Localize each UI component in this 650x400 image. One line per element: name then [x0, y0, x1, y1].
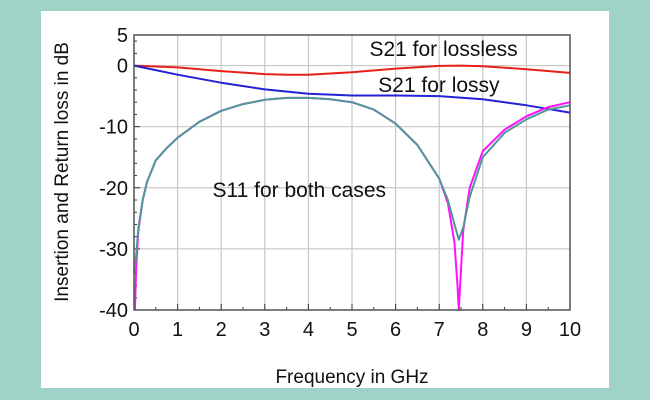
x-tick-label: 5 [346, 319, 357, 341]
y-tick-label: -10 [99, 117, 128, 139]
x-tick-label: 3 [259, 319, 270, 341]
x-tick-label: 8 [477, 319, 488, 341]
annotation-label: S11 for both cases [212, 179, 386, 202]
x-tick-label: 6 [390, 319, 401, 341]
x-axis-label: Frequency in GHz [275, 367, 428, 388]
series-line-1 [133, 64, 571, 114]
y-tick-label: 0 [117, 56, 128, 78]
plot-frame [133, 34, 571, 311]
y-tick-label: 5 [117, 25, 128, 47]
x-tick-label: 2 [216, 319, 227, 341]
y-tick-label: -40 [99, 300, 128, 322]
series-line-0 [133, 64, 571, 76]
x-tick-label: 10 [559, 319, 581, 341]
y-axis-label: Insertion and Return loss in dB [52, 42, 73, 302]
x-tick-label: 7 [434, 319, 445, 341]
series-line-3 [133, 96, 571, 274]
x-tick-label: 4 [303, 319, 314, 341]
x-tick-label: 9 [521, 319, 532, 341]
annotation-label: S21 for lossless [369, 38, 517, 61]
y-tick-label: -30 [99, 239, 128, 261]
x-tick-label: 1 [172, 319, 183, 341]
annotation-label: S21 for lossy [378, 74, 500, 97]
y-tick-label: -20 [99, 178, 128, 200]
x-tick-label: 0 [128, 319, 139, 341]
